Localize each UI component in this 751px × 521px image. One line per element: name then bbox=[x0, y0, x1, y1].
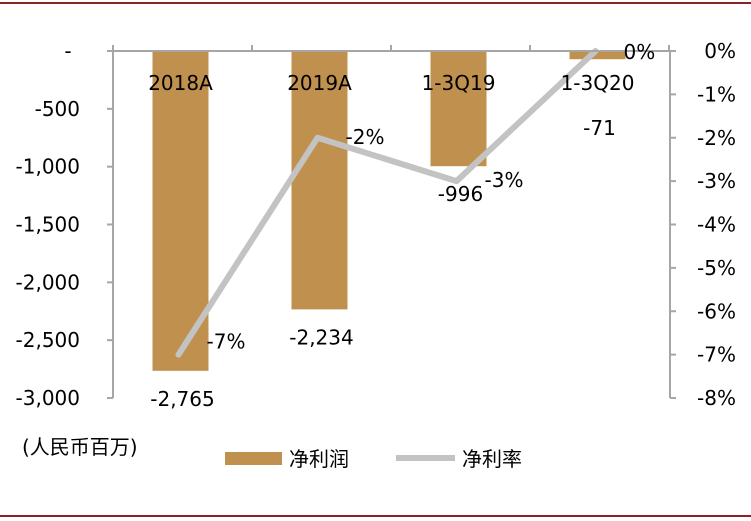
bar-value-label: -2,765 bbox=[150, 387, 214, 411]
left-tick-label: - bbox=[64, 39, 71, 63]
axes bbox=[107, 45, 676, 399]
line-layer bbox=[175, 48, 599, 358]
bar-2019A bbox=[291, 51, 348, 310]
legend-line-label: 净利率 bbox=[462, 447, 522, 471]
category-label: 1-3Q19 bbox=[422, 71, 496, 95]
line-point-2019A bbox=[317, 137, 318, 139]
legend-bar-swatch bbox=[225, 452, 282, 465]
left-tick-labels: - -500 -1,000 -1,500 -2,000 -2,500 -3,000 bbox=[16, 39, 80, 410]
bar-1-3Q20 bbox=[569, 51, 626, 60]
line-series-net-margin bbox=[175, 48, 599, 358]
legend-bar-label: 净利润 bbox=[289, 447, 349, 471]
category-label: 2018A bbox=[148, 71, 213, 95]
bar-1-3Q19 bbox=[430, 51, 487, 167]
right-tick-label: -3% bbox=[697, 169, 736, 193]
line-value-label: -7% bbox=[207, 330, 246, 354]
right-tick-label: -8% bbox=[697, 386, 736, 410]
right-tick-label: 0% bbox=[704, 39, 736, 63]
right-tick-label: -6% bbox=[697, 299, 736, 323]
right-tick-label: -4% bbox=[697, 213, 736, 237]
left-tick-label: -1,000 bbox=[16, 155, 80, 179]
legend: 净利润 净利率 bbox=[225, 447, 522, 471]
bar-value-label: -2,234 bbox=[289, 325, 353, 349]
line-value-label: 0% bbox=[624, 40, 656, 64]
bar-value-label: -996 bbox=[438, 182, 483, 206]
category-label: 2019A bbox=[287, 71, 352, 95]
right-tick-label: -2% bbox=[697, 126, 736, 150]
right-tick-label: -5% bbox=[697, 256, 736, 280]
bar-value-label: -71 bbox=[583, 116, 616, 140]
unit-label: (人民币百万) bbox=[22, 435, 138, 459]
line-point-2018A bbox=[178, 354, 179, 356]
left-tick-label: -500 bbox=[35, 97, 80, 121]
right-tick-label: -1% bbox=[697, 82, 736, 106]
right-tick-labels: 0% -1% -2% -3% -4% -5% -6% -7% -8% bbox=[697, 39, 736, 410]
line-value-label: -3% bbox=[485, 168, 524, 192]
line-point-1-3Q19 bbox=[456, 180, 457, 182]
line-value-label: -2% bbox=[346, 125, 385, 149]
bar-data-labels: -2,765 -2,234 -996 -71 bbox=[150, 116, 616, 411]
left-tick-label: -2,000 bbox=[16, 270, 80, 294]
right-tick-label: -7% bbox=[697, 343, 736, 367]
bars bbox=[152, 51, 626, 371]
left-tick-label: -1,500 bbox=[16, 213, 80, 237]
category-label: 1-3Q20 bbox=[561, 71, 635, 95]
line-data-labels: -7% -2% -3% 0% bbox=[207, 40, 656, 354]
category-labels: 2018A 2019A 1-3Q19 1-3Q20 bbox=[148, 71, 634, 95]
left-tick-label: -3,000 bbox=[16, 386, 80, 410]
left-tick-label: -2,500 bbox=[16, 328, 80, 352]
